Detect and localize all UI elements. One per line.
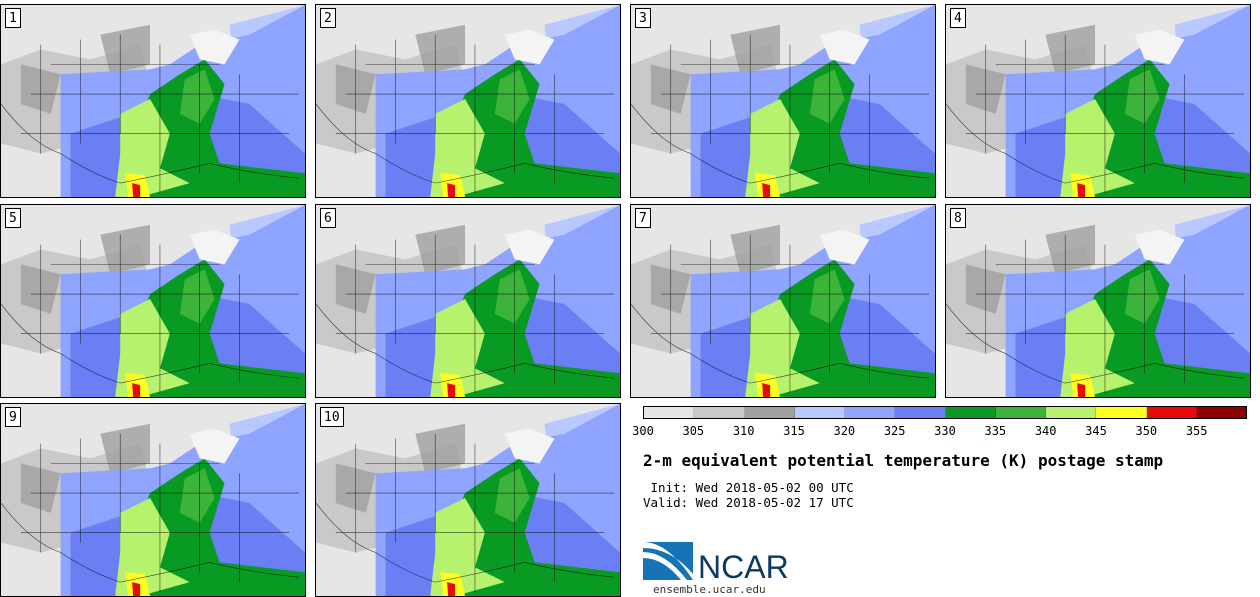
run-times: Init: Wed 2018-05-02 00 UTC Valid: Wed 2… bbox=[643, 480, 854, 510]
colorbar-swatch bbox=[1096, 407, 1147, 418]
panel-number-label: 6 bbox=[320, 208, 336, 228]
colorbar-swatch bbox=[744, 407, 795, 418]
panel-number-label: 2 bbox=[320, 8, 336, 28]
stamp-panel-2[interactable]: 2 bbox=[315, 4, 621, 198]
theta-e-map bbox=[316, 205, 620, 397]
tick-label: 350 bbox=[1135, 424, 1158, 438]
tick-label: 310 bbox=[732, 424, 755, 438]
tick-label: 305 bbox=[682, 424, 705, 438]
tick-label: 345 bbox=[1085, 424, 1107, 438]
panel-number-label: 7 bbox=[635, 208, 651, 228]
stamp-panel-8[interactable]: 8 bbox=[945, 204, 1251, 398]
panel-number-label: 9 bbox=[5, 407, 21, 427]
tick-label: 340 bbox=[1034, 424, 1057, 438]
panel-number-label: 3 bbox=[635, 8, 651, 28]
theta-e-map bbox=[946, 205, 1250, 397]
colorbar-swatch bbox=[694, 407, 745, 418]
colorbar-swatch bbox=[644, 407, 695, 418]
colorbar bbox=[643, 406, 1247, 419]
colorbar-swatch bbox=[794, 407, 845, 418]
stamp-panel-10[interactable]: 10 bbox=[315, 403, 621, 597]
colorbar-swatch bbox=[1046, 407, 1097, 418]
stamp-panel-1[interactable]: 1 bbox=[0, 4, 306, 198]
logo-url[interactable]: ensemble.ucar.edu bbox=[653, 583, 766, 596]
colorbar-tick-labels: 300 305 310 315 320 325 330 335 340 345 350 355 bbox=[632, 424, 1247, 438]
theta-e-map bbox=[1, 205, 305, 397]
panel-number-label: 10 bbox=[320, 407, 344, 427]
panel-number-label: 1 bbox=[5, 8, 21, 28]
colorbar-swatch bbox=[1196, 407, 1246, 418]
tick-label: 355 bbox=[1185, 424, 1208, 438]
tick-label: 315 bbox=[783, 424, 805, 438]
colorbar-swatch bbox=[895, 407, 946, 418]
ncar-logo-text: NCAR bbox=[698, 549, 789, 585]
colorbar-swatch bbox=[845, 407, 896, 418]
theta-e-map bbox=[316, 5, 620, 197]
theta-e-map bbox=[631, 5, 935, 197]
figure-title: 2-m equivalent potential temperature (K)… bbox=[643, 451, 1164, 470]
tick-label: 320 bbox=[833, 424, 856, 438]
stamp-panel-3[interactable]: 3 bbox=[630, 4, 936, 198]
valid-time: Valid: Wed 2018-05-02 17 UTC bbox=[643, 495, 854, 510]
init-time: Init: Wed 2018-05-02 00 UTC bbox=[643, 480, 854, 495]
panel-number-label: 8 bbox=[950, 208, 966, 228]
panel-number-label: 4 bbox=[950, 8, 966, 28]
colorbar-swatch bbox=[945, 407, 996, 418]
colorbar-swatch bbox=[1146, 407, 1197, 418]
stamp-panel-9[interactable]: 9 bbox=[0, 403, 306, 597]
theta-e-map bbox=[946, 5, 1250, 197]
stamp-panel-5[interactable]: 5 bbox=[0, 204, 306, 398]
tick-label: 325 bbox=[883, 424, 906, 438]
theta-e-map bbox=[631, 205, 935, 397]
colorbar-swatch bbox=[995, 407, 1046, 418]
tick-label: 335 bbox=[984, 424, 1007, 438]
theta-e-map bbox=[1, 5, 305, 197]
tick-label: 300 bbox=[632, 424, 654, 438]
stamp-panel-4[interactable]: 4 bbox=[945, 4, 1251, 198]
theta-e-map bbox=[1, 404, 305, 596]
panel-number-label: 5 bbox=[5, 208, 21, 228]
stamp-panel-6[interactable]: 6 bbox=[315, 204, 621, 398]
tick-label: 330 bbox=[934, 424, 956, 438]
theta-e-map bbox=[316, 404, 620, 596]
ncar-logo-icon bbox=[643, 542, 693, 580]
stamp-panel-7[interactable]: 7 bbox=[630, 204, 936, 398]
